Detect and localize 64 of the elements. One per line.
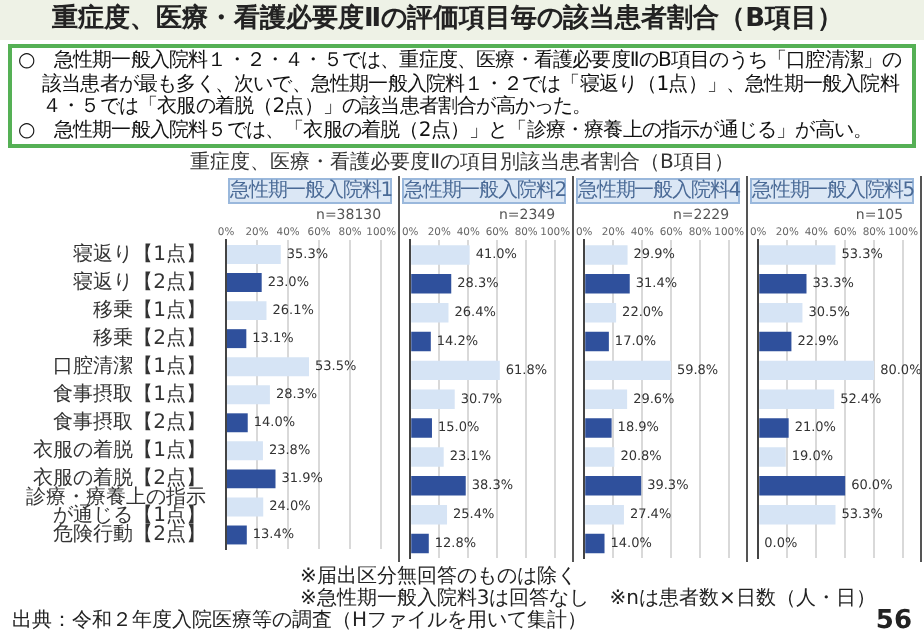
text: ※急性期一般入院料3は回答なし ※nは患者数×日数（人・日） [300,588,876,610]
bar [227,497,264,517]
bar [585,331,609,352]
y-tick-label: 食事摂取【2点】 [53,409,206,434]
bar [227,441,263,461]
y-tick-label: 危険行動【2点】 [53,522,206,547]
bar [411,331,431,352]
bar [585,504,624,525]
y-tick-label: 衣服の着脱【1点】 [33,438,206,463]
source-note: 出典：令和２年度入院医療等の調査（Hファイルを用いて集計） [12,610,588,632]
bar [411,302,449,323]
bar [759,476,846,496]
y-tick-label: 移乗【1点】 [93,297,206,322]
bar [759,418,789,438]
bar [411,447,444,467]
bar [585,389,628,409]
bar [759,274,807,294]
bar [411,418,432,438]
bar [759,389,835,409]
y-tick-label: 食事摂取【1点】 [53,381,206,406]
bar [227,245,281,264]
chart-title: 急性期一般入院料2 [402,178,566,204]
bar [227,525,247,545]
bar [585,302,617,323]
bar [759,331,792,352]
bar [411,360,500,381]
bar [759,360,875,381]
y-tick-label: 寝返り【2点】 [73,269,206,294]
chart-title: 急性期一般入院料5 [750,178,914,204]
bar [227,329,247,349]
bar [227,385,270,405]
bar [227,469,276,489]
bar [411,476,466,496]
y-tick-label: 寝返り【1点】 [73,241,206,266]
text: 56 [875,606,912,636]
chart-title: 急性期一般入院料1 [228,178,392,204]
bar [227,301,267,321]
bar [759,302,803,323]
y-tick-label: 口腔清潔【1点】 [53,353,206,378]
bar [585,274,630,294]
text: ※届出区分無回答のものは除く [298,566,579,588]
text: 重症度、医療・看護必要度Ⅱの評価項目毎の該当患者割合（B項目） [0,0,924,40]
bar [759,504,836,525]
bar [411,274,452,294]
bar [411,245,470,265]
text: ○ 急性期一般入院料５では、「衣服の着脱（2点）」と「診療・療養上の指示が通じる」が高い。 [18,119,875,142]
text: 重症度、医療・看護必要度Ⅱの項目別該当患者割合（B項目） [188,152,736,176]
bar [227,413,248,433]
text: ○ 急性期一般入院料１・２・４・５では、重症度、医療・看護必要度ⅡのB項目のうち「口腔清潔」の該当患者が最も多く、次いで、急性期一般入院料１・２では「寝返り（1点）」、急性期一般入院料４・５では「衣服の着脱（2点）」の該当患者割合が高かった。 [18,50,904,119]
bar [411,504,448,525]
bar [759,245,836,265]
bar [585,418,612,438]
bar [759,447,786,467]
bar [227,273,262,293]
bar [227,357,310,377]
bar [585,360,671,381]
bar [411,389,455,409]
bar [411,533,429,554]
bar [585,476,642,496]
bar [585,245,628,265]
bar [585,447,615,467]
y-tick-label: 移乗【2点】 [93,325,206,350]
bar [585,533,605,554]
chart-title: 急性期一般入院料4 [576,178,740,204]
